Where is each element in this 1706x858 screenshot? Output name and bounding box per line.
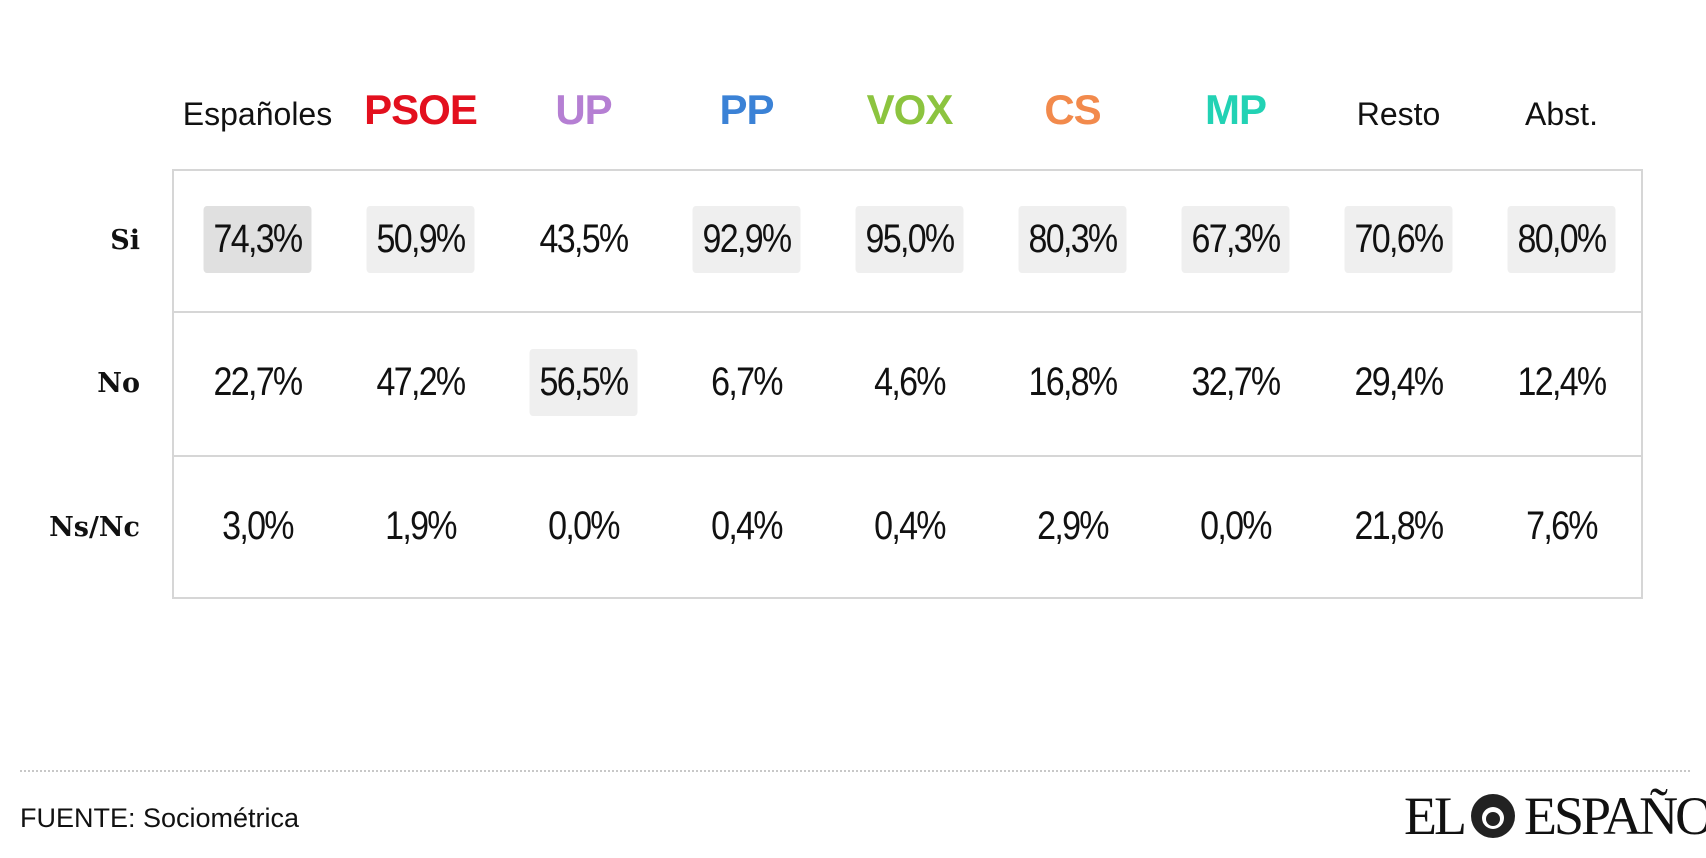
cell: 3,0% [222,504,294,548]
cell: 67,3% [1181,206,1290,273]
row-label: Ns/Nc [49,512,140,543]
cell: 1,9% [385,504,457,548]
column-header: VOX [866,86,954,133]
cell: 74,3% [203,206,312,273]
cell: 21,8% [1354,504,1445,548]
cell: 0,4% [711,504,783,548]
logo-text: ESPAÑOL [1523,786,1706,846]
cell: 22,7% [213,360,304,404]
column-header: Españoles [182,96,333,132]
cell: 6,7% [711,360,783,404]
row-divider [172,311,1643,313]
column-header: Abst. [1525,96,1598,132]
cell: 43,5% [539,217,630,261]
column-header: Resto [1356,96,1441,132]
row-divider [172,455,1643,457]
logo: EL ESPAÑOL [1404,786,1706,846]
column-header: PP [719,86,774,133]
cell: 0,4% [874,504,946,548]
cell: 7,6% [1526,504,1598,548]
column-header: PSOE [364,86,478,133]
cell: 80,3% [1018,206,1127,273]
cell: 80,0% [1507,206,1616,273]
cell: 95,0% [855,206,964,273]
row-label: Si [110,225,140,256]
logo-lion [1470,794,1515,838]
table-border [172,169,1643,599]
cell: 2,9% [1037,504,1109,548]
cell: 92,9% [692,206,801,273]
source: FUENTE: Sociométrica [20,803,300,833]
cell: 50,9% [366,206,475,273]
cell: 12,4% [1517,360,1608,404]
cell: 56,5% [529,349,638,416]
cell: 0,0% [548,504,620,548]
logo-text: EL [1404,786,1467,846]
footer-divider [20,770,1690,772]
column-header: MP [1205,86,1267,133]
cell: 47,2% [376,360,467,404]
column-header: UP [555,86,612,133]
cell: 0,0% [1200,504,1272,548]
row-label: No [97,368,140,399]
cell: 4,6% [874,360,946,404]
cell: 32,7% [1191,360,1282,404]
column-header: CS [1044,86,1101,133]
cell: 29,4% [1354,360,1445,404]
cell: 16,8% [1028,360,1119,404]
cell: 70,6% [1344,206,1453,273]
